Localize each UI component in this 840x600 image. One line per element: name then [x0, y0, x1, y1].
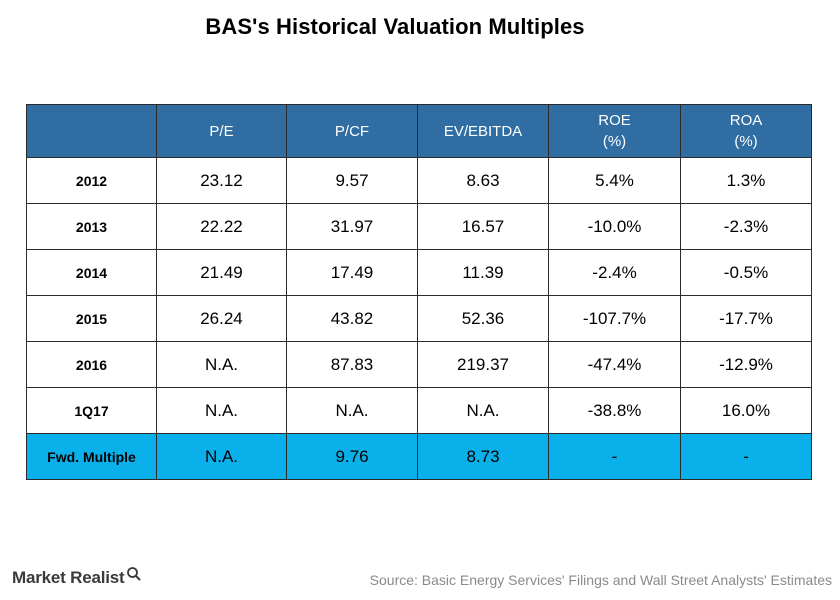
cell-roe: -10.0% — [548, 203, 681, 250]
table-row-forward-multiple: Fwd. Multiple N.A. 9.76 8.73 - - — [26, 433, 812, 480]
cell-roa: -0.5% — [680, 249, 812, 296]
cell-pcf: N.A. — [286, 387, 418, 434]
cell-pcf: 31.97 — [286, 203, 418, 250]
table-row: 2013 22.22 31.97 16.57 -10.0% -2.3% — [26, 203, 812, 250]
row-label: 2013 — [26, 203, 157, 250]
source-note: Source: Basic Energy Services' Filings a… — [369, 572, 832, 588]
row-label: 1Q17 — [26, 387, 157, 434]
valuation-table: P/E P/CF EV/EBITDA ROE (%) ROA (%) 2012 23… — [26, 104, 812, 480]
table-row: 2016 N.A. 87.83 219.37 -47.4% -12.9% — [26, 341, 812, 388]
table-header-row: P/E P/CF EV/EBITDA ROE (%) ROA (%) — [26, 104, 812, 158]
table-row: 2014 21.49 17.49 11.39 -2.4% -0.5% — [26, 249, 812, 296]
cell-pcf: 9.57 — [286, 157, 418, 204]
header-roa: ROA (%) — [680, 104, 812, 158]
header-ev-ebitda: EV/EBITDA — [417, 104, 549, 158]
header-empty — [26, 104, 157, 158]
cell-roe: - — [548, 433, 681, 480]
cell-pcf: 87.83 — [286, 341, 418, 388]
row-label: Fwd. Multiple — [26, 433, 157, 480]
cell-ev-ebitda: 8.73 — [417, 433, 549, 480]
cell-roa: 16.0% — [680, 387, 812, 434]
cell-ev-ebitda: 16.57 — [417, 203, 549, 250]
table-row: 1Q17 N.A. N.A. N.A. -38.8% 16.0% — [26, 387, 812, 434]
cell-roa: -12.9% — [680, 341, 812, 388]
cell-roa: 1.3% — [680, 157, 812, 204]
row-label: 2016 — [26, 341, 157, 388]
table-row: 2012 23.12 9.57 8.63 5.4% 1.3% — [26, 157, 812, 204]
cell-pcf: 9.76 — [286, 433, 418, 480]
cell-roa: -17.7% — [680, 295, 812, 342]
header-pcf: P/CF — [286, 104, 418, 158]
row-label: 2015 — [26, 295, 157, 342]
cell-roe: -107.7% — [548, 295, 681, 342]
cell-ev-ebitda: 219.37 — [417, 341, 549, 388]
row-label: 2014 — [26, 249, 157, 296]
cell-pe: 23.12 — [156, 157, 287, 204]
cell-pcf: 17.49 — [286, 249, 418, 296]
cell-pe: N.A. — [156, 433, 287, 480]
cell-roe: 5.4% — [548, 157, 681, 204]
row-label: 2012 — [26, 157, 157, 204]
cell-roe: -47.4% — [548, 341, 681, 388]
page-title: BAS's Historical Valuation Multiples — [205, 14, 585, 39]
header-roe: ROE (%) — [548, 104, 681, 158]
magnifier-icon — [127, 567, 142, 581]
cell-ev-ebitda: 8.63 — [417, 157, 549, 204]
cell-ev-ebitda: 52.36 — [417, 295, 549, 342]
cell-roe: -2.4% — [548, 249, 681, 296]
cell-pe: N.A. — [156, 387, 287, 434]
cell-pe: 22.22 — [156, 203, 287, 250]
cell-roe: -38.8% — [548, 387, 681, 434]
cell-ev-ebitda: 11.39 — [417, 249, 549, 296]
cell-pcf: 43.82 — [286, 295, 418, 342]
table-row: 2015 26.24 43.82 52.36 -107.7% -17.7% — [26, 295, 812, 342]
cell-ev-ebitda: N.A. — [417, 387, 549, 434]
brand-name: Market Realist — [12, 568, 125, 587]
cell-pe: 26.24 — [156, 295, 287, 342]
cell-roa: - — [680, 433, 812, 480]
header-pe: P/E — [156, 104, 287, 158]
market-realist-logo: Market Realist — [12, 567, 142, 588]
cell-pe: N.A. — [156, 341, 287, 388]
cell-roa: -2.3% — [680, 203, 812, 250]
cell-pe: 21.49 — [156, 249, 287, 296]
